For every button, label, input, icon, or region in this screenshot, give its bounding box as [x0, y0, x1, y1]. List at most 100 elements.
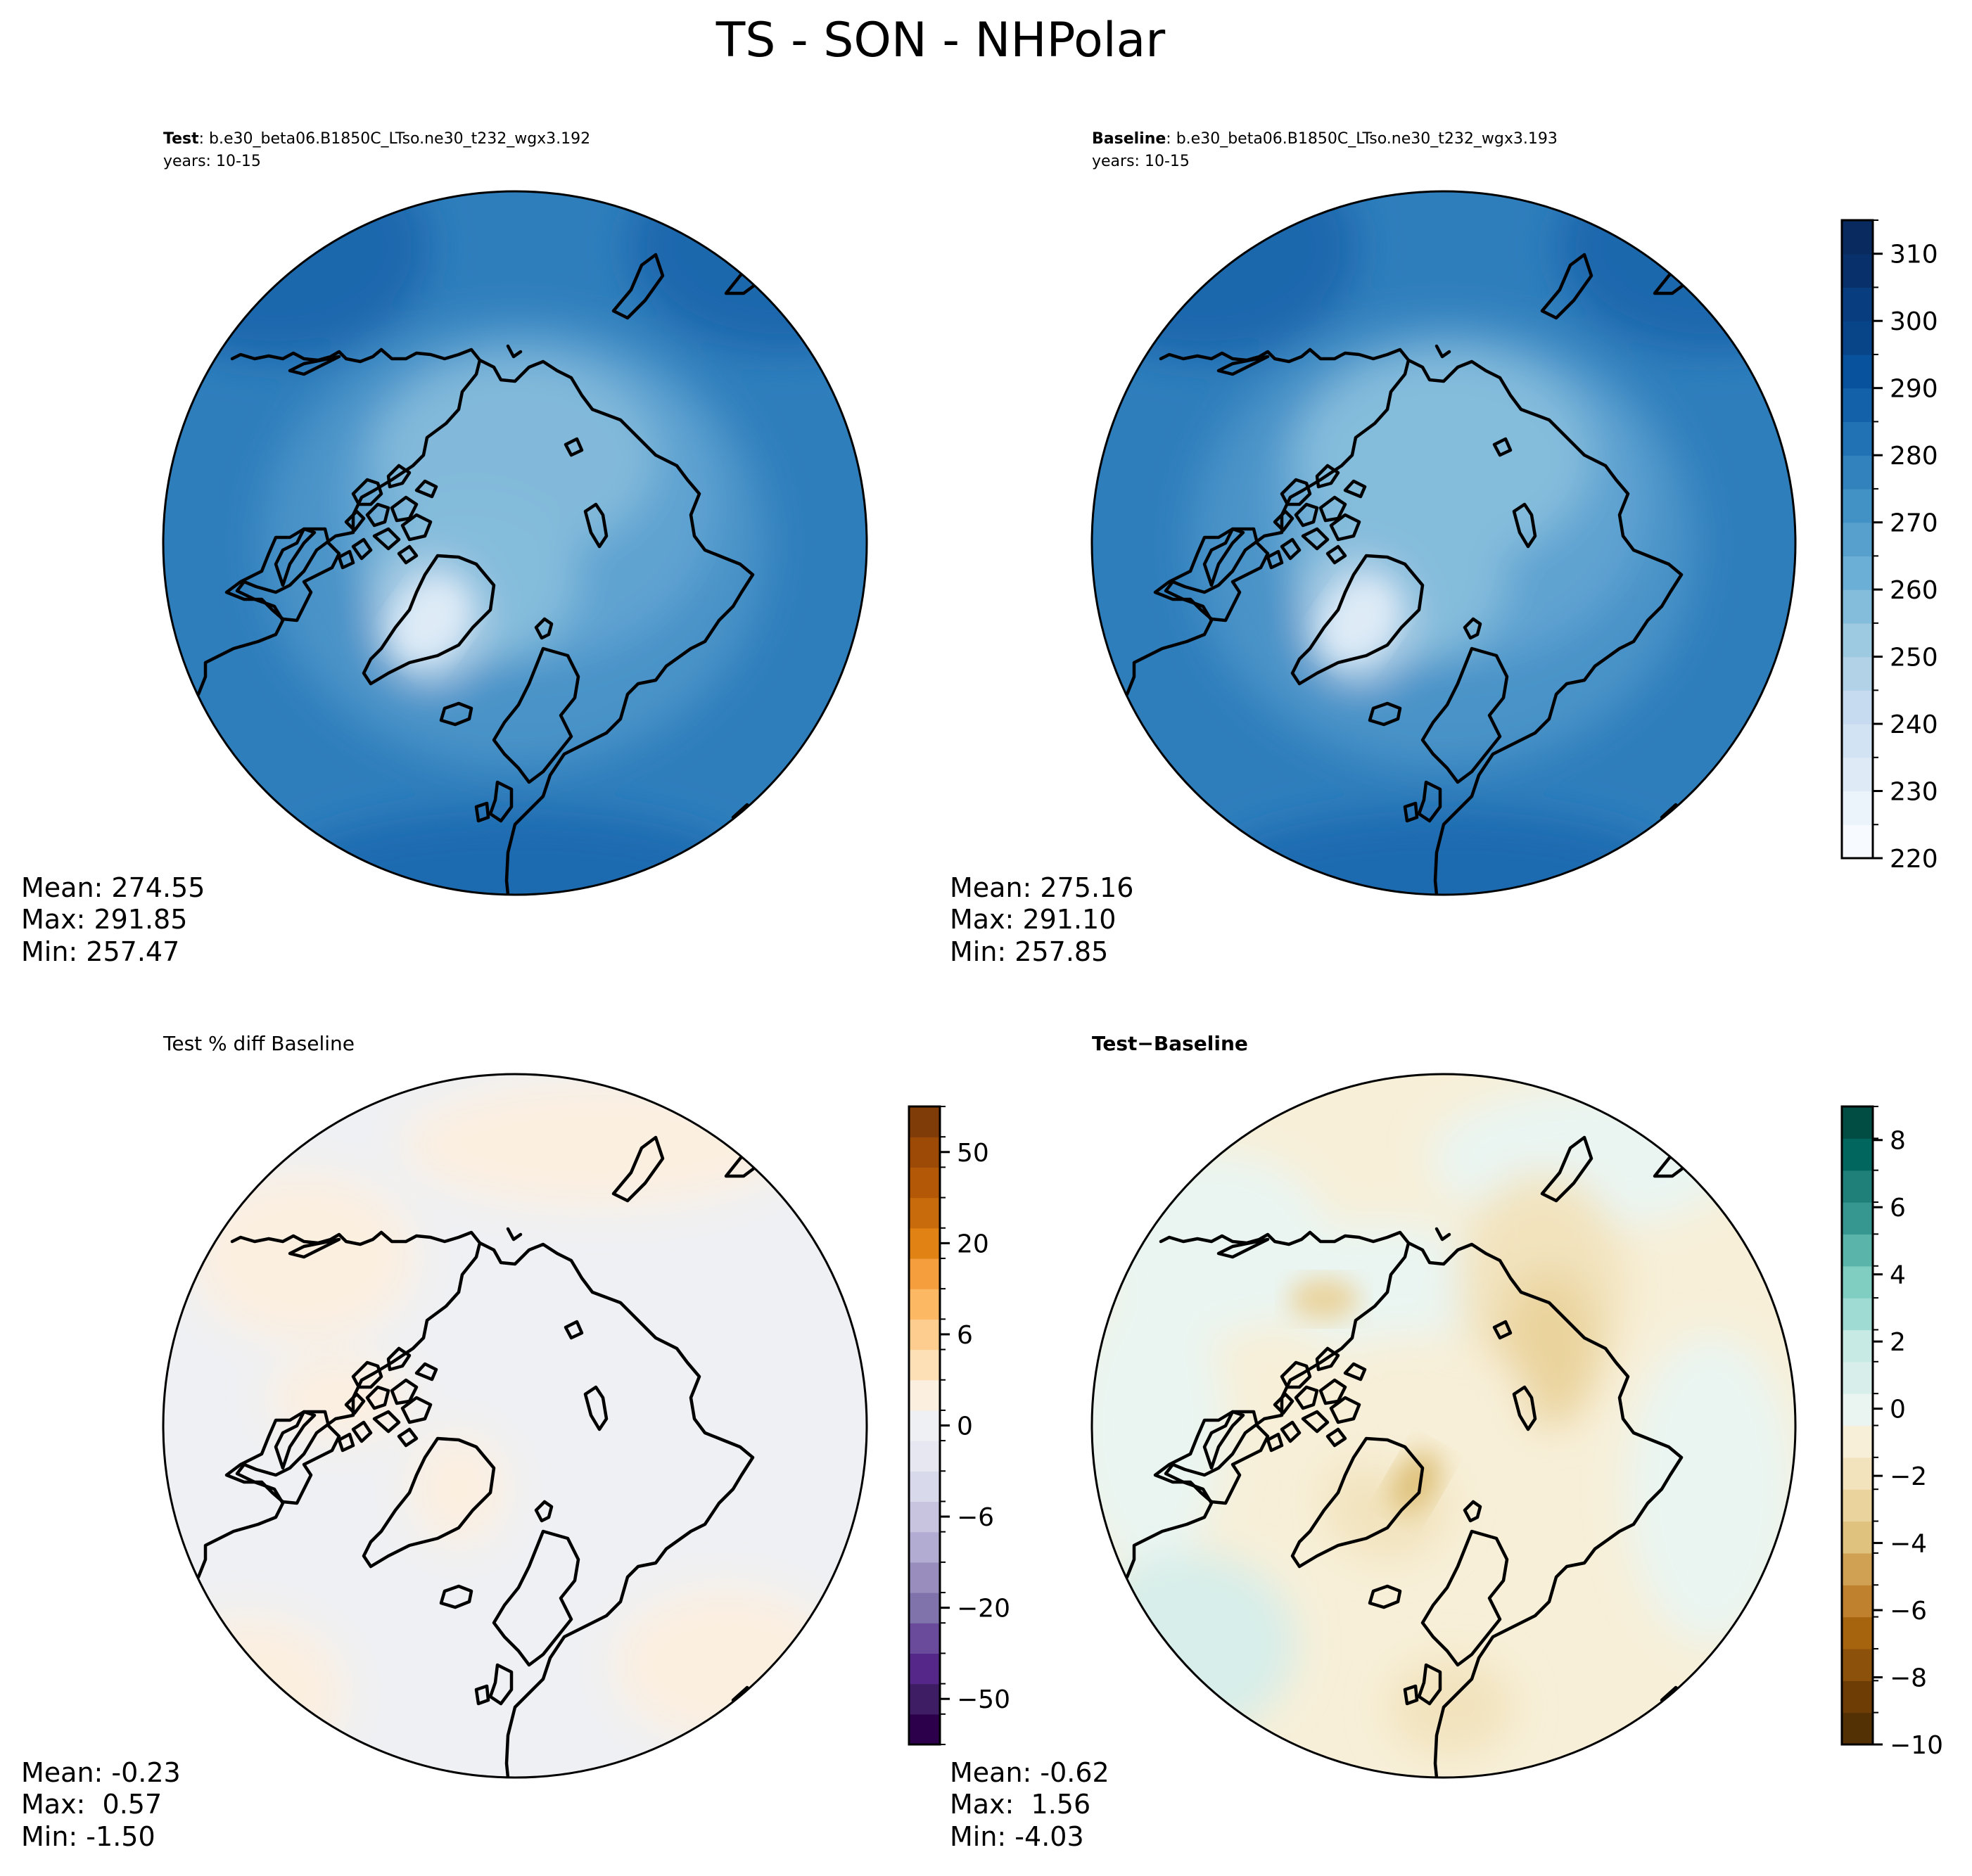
colorbar-difference-swatch — [1842, 1521, 1873, 1554]
colorbar-difference-frame — [1840, 1105, 1874, 1746]
panel-test-stat-mean: Mean: 274.55 — [21, 872, 205, 903]
panel-test-header-rest: : b.e30_beta06.B1850C_LTso.ne30_t232_wgx… — [199, 130, 591, 148]
colorbar-percent-swatch — [909, 1289, 940, 1320]
colorbar-percent-swatch — [909, 1683, 940, 1715]
colorbar-absolute-swatch — [1842, 724, 1873, 758]
panel-test-map — [162, 190, 868, 896]
colorbar-absolute-tick-label: 280 — [1890, 442, 1938, 471]
colorbar-absolute-swatch — [1842, 690, 1873, 725]
colorbar-difference-tick-label: −8 — [1890, 1664, 1927, 1693]
colorbar-absolute-swatch — [1842, 556, 1873, 590]
colorbar-absolute-frame — [1840, 219, 1874, 860]
panel-diff-stats: Mean: -0.62 Max: 1.56 Min: -4.03 — [950, 1757, 1109, 1852]
colorbar-difference-tick-label: 8 — [1890, 1127, 1906, 1156]
colorbar-percent-swatch — [909, 1379, 940, 1411]
colorbar-difference-tick-label: 2 — [1890, 1328, 1906, 1357]
colorbar-difference-swatch — [1842, 1712, 1873, 1745]
colorbar-percent-swatch — [909, 1714, 940, 1745]
panel-diff-stat-mean: Mean: -0.62 — [950, 1757, 1109, 1788]
panel-diff: Test−Baseline — [950, 1032, 1943, 1852]
colorbar-percent-swatch — [909, 1227, 940, 1259]
panel-pctdiff-stat-max: Max: 0.57 — [21, 1789, 162, 1820]
colorbar-absolute-swatch — [1842, 589, 1873, 624]
colorbar-absolute-tick-label: 220 — [1890, 845, 1938, 874]
colorbar-difference-swatch — [1842, 1425, 1873, 1458]
colorbar-absolute-swatch — [1842, 321, 1873, 355]
colorbar-absolute-swatch — [1842, 287, 1873, 321]
colorbar-difference-swatch — [1842, 1361, 1873, 1394]
panel-baseline-stats: Mean: 275.16 Max: 291.10 Min: 257.85 — [950, 872, 1133, 967]
colorbar-difference-tick-label: −4 — [1890, 1530, 1927, 1559]
figure-title: TS - SON - NHPolar — [715, 13, 1166, 68]
colorbar-percent-swatch — [909, 1137, 940, 1168]
colorbar-absolute-tick-label: 270 — [1890, 509, 1938, 538]
colorbar-percent-swatch — [909, 1653, 940, 1685]
panel-pctdiff-header-rest: Test % diff Baseline — [163, 1032, 355, 1055]
panel-test-header-bold: Test — [163, 130, 199, 148]
colorbar-difference-tick-label: −10 — [1890, 1731, 1943, 1760]
colorbar-percent-swatch — [909, 1167, 940, 1199]
panel-diff-header-rest: −Baseline — [1137, 1032, 1247, 1055]
colorbar-absolute-swatch — [1842, 488, 1873, 523]
panel-baseline-map-boundary — [1090, 190, 1797, 896]
colorbar-difference-swatch — [1842, 1265, 1873, 1298]
colorbar-absolute-swatch — [1842, 623, 1873, 658]
colorbar-percent-swatch — [909, 1441, 940, 1472]
colorbar-absolute-swatch — [1842, 421, 1873, 456]
colorbar-percent-tick-label: −6 — [957, 1503, 994, 1532]
panel-pctdiff-map — [162, 1073, 868, 1779]
colorbar-absolute-swatch — [1842, 791, 1873, 825]
panel-diff-stat-min: Min: -4.03 — [950, 1821, 1084, 1852]
panel-baseline-stat-min: Min: 257.85 — [950, 936, 1108, 967]
colorbar-percent-swatch — [909, 1319, 940, 1351]
colorbar-absolute-tick-label: 300 — [1890, 307, 1938, 336]
colorbar-absolute-swatch — [1842, 757, 1873, 792]
colorbar-difference-swatch — [1842, 1457, 1873, 1490]
colorbar-percent-swatch — [909, 1410, 940, 1441]
panel-diff-stat-max: Max: 1.56 — [950, 1789, 1090, 1820]
colorbar-difference-swatch — [1842, 1648, 1873, 1681]
colorbar-difference-swatch — [1842, 1489, 1873, 1522]
colorbar-percent-tick-label: 0 — [957, 1412, 973, 1441]
panel-test: Test: b.e30_beta06.B1850C_LTso.ne30_t232… — [21, 130, 868, 967]
colorbar-difference-swatch — [1842, 1138, 1873, 1171]
colorbar-percent: −50 −20 −6 0 6 20 50 — [908, 1105, 1010, 1746]
panel-baseline-stat-mean: Mean: 275.16 — [950, 872, 1133, 903]
colorbar-absolute-swatch — [1842, 253, 1873, 288]
colorbar-absolute-tick-label: 290 — [1890, 375, 1938, 404]
colorbar-difference-swatch — [1842, 1616, 1873, 1650]
colorbar-percent-swatch — [909, 1593, 940, 1623]
panel-test-years: years: 10-15 — [163, 153, 261, 170]
colorbar-percent-swatch — [909, 1562, 940, 1593]
colorbar-absolute-swatch — [1842, 522, 1873, 556]
colorbar-difference-swatch — [1842, 1170, 1873, 1203]
colorbar-difference-tick-label: 0 — [1890, 1396, 1906, 1424]
panel-baseline-map — [1090, 190, 1797, 896]
panel-baseline-years: years: 10-15 — [1092, 153, 1190, 170]
panel-test-header: Test: b.e30_beta06.B1850C_LTso.ne30_t232… — [163, 130, 590, 148]
panel-baseline-header-rest: : b.e30_beta06.B1850C_LTso.ne30_t232_wgx… — [1166, 130, 1558, 148]
colorbar-absolute-tick-label: 250 — [1890, 644, 1938, 672]
colorbar-difference-swatch — [1842, 1234, 1873, 1267]
colorbar-absolute-swatch — [1842, 354, 1873, 389]
colorbar-percent-swatch — [909, 1501, 940, 1533]
panel-test-map-boundary — [162, 190, 868, 896]
colorbar-absolute-tick-label: 230 — [1890, 778, 1938, 807]
colorbar-difference-swatch — [1842, 1585, 1873, 1618]
panel-pctdiff-map-boundary — [162, 1073, 868, 1779]
colorbar-percent-swatch — [909, 1623, 940, 1654]
colorbar-percent-tick-label: −50 — [957, 1685, 1010, 1714]
panel-diff-map — [1090, 1073, 1797, 1779]
colorbar-percent-swatch — [909, 1531, 940, 1563]
colorbar-absolute-swatch — [1842, 824, 1873, 859]
colorbar-difference-tick-label: 6 — [1890, 1194, 1906, 1223]
colorbar-absolute-tick-label: 240 — [1890, 710, 1938, 739]
colorbar-difference-swatch — [1842, 1680, 1873, 1714]
colorbar-difference-swatch — [1842, 1298, 1873, 1331]
colorbar-percent-tick-label: −20 — [957, 1595, 1010, 1623]
panel-diff-header-bold: Test — [1092, 1032, 1137, 1055]
colorbar-absolute-swatch — [1842, 388, 1873, 423]
colorbar-difference-swatch — [1842, 1552, 1873, 1585]
panel-baseline-header-bold: Baseline — [1092, 130, 1166, 148]
